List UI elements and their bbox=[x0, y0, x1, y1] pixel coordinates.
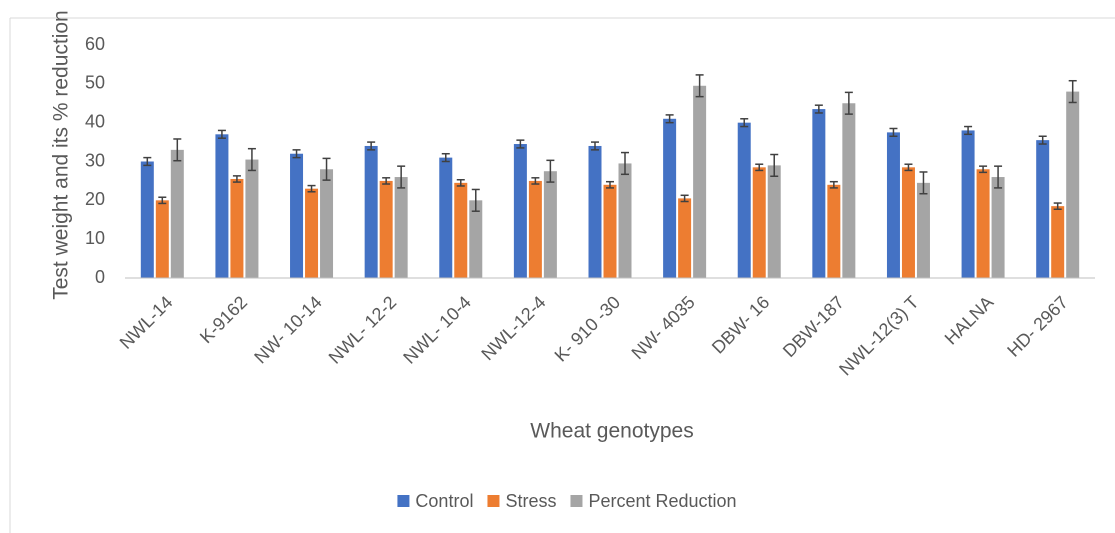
bar bbox=[528, 180, 542, 278]
error-bar bbox=[397, 165, 406, 189]
error-bar bbox=[367, 141, 376, 151]
legend-label: Percent Reduction bbox=[588, 491, 736, 511]
error-bar bbox=[994, 165, 1003, 189]
bar bbox=[439, 157, 453, 278]
error-bar bbox=[1038, 135, 1047, 145]
error-bar bbox=[889, 127, 898, 138]
legend-swatch bbox=[397, 495, 410, 507]
bar bbox=[588, 145, 602, 278]
bar bbox=[394, 177, 408, 278]
bar bbox=[1036, 140, 1050, 278]
y-tick-label: 60 bbox=[85, 34, 105, 54]
error-bar bbox=[217, 129, 226, 139]
bar bbox=[170, 149, 184, 278]
bar bbox=[245, 159, 259, 278]
error-bar bbox=[382, 177, 391, 185]
error-bar bbox=[755, 163, 764, 172]
bar bbox=[1066, 91, 1080, 278]
bar bbox=[991, 177, 1005, 278]
legend-swatch bbox=[487, 495, 500, 507]
error-bar bbox=[680, 194, 689, 203]
bar bbox=[1051, 206, 1065, 278]
bar bbox=[812, 109, 826, 278]
bar bbox=[842, 103, 856, 278]
error-bar bbox=[232, 175, 241, 183]
bar bbox=[618, 163, 632, 278]
error-bar bbox=[770, 153, 779, 178]
error-bar bbox=[307, 184, 316, 193]
legend-label: Stress bbox=[505, 491, 556, 511]
error-bar bbox=[740, 118, 749, 128]
bar bbox=[752, 167, 766, 278]
x-axis-title: Wheat genotypes bbox=[530, 420, 693, 443]
bar bbox=[767, 165, 781, 278]
error-bar bbox=[621, 151, 629, 176]
bar bbox=[678, 198, 692, 278]
bar bbox=[379, 180, 393, 278]
bar bbox=[155, 200, 169, 278]
bar bbox=[976, 169, 990, 278]
error-bar bbox=[292, 149, 301, 159]
error-bar bbox=[844, 91, 853, 115]
error-bar bbox=[919, 171, 928, 195]
error-bar bbox=[441, 152, 450, 163]
bar bbox=[663, 118, 677, 279]
y-axis-title: Test weight and its % reduction bbox=[50, 10, 73, 300]
bar bbox=[961, 130, 975, 278]
error-bar bbox=[143, 156, 152, 167]
error-bar bbox=[516, 139, 525, 149]
bar bbox=[916, 182, 930, 278]
y-tick-label: 20 bbox=[85, 189, 105, 209]
error-bar bbox=[1068, 79, 1077, 104]
bar bbox=[737, 122, 751, 279]
error-bar bbox=[829, 180, 838, 189]
error-bar bbox=[979, 165, 988, 174]
bar bbox=[603, 184, 617, 278]
error-bar bbox=[606, 180, 614, 189]
error-bar bbox=[322, 157, 331, 181]
error-bar bbox=[814, 104, 823, 114]
bar bbox=[364, 145, 378, 278]
y-tick-label: 50 bbox=[85, 73, 105, 93]
bar bbox=[320, 169, 334, 278]
y-tick-label: 10 bbox=[85, 228, 105, 248]
bar bbox=[827, 184, 841, 278]
bar bbox=[543, 171, 557, 278]
legend-swatch bbox=[570, 495, 583, 507]
error-bar bbox=[531, 177, 540, 185]
error-bar bbox=[1053, 202, 1062, 211]
error-bar bbox=[591, 141, 599, 151]
bar bbox=[305, 188, 319, 278]
error-bar bbox=[471, 188, 480, 212]
error-bar bbox=[695, 74, 704, 98]
bar bbox=[140, 161, 154, 278]
error-bar bbox=[247, 147, 256, 172]
bar bbox=[454, 182, 468, 278]
error-bar bbox=[964, 125, 973, 136]
error-bar bbox=[173, 138, 182, 162]
legend-label: Control bbox=[415, 491, 473, 511]
bar bbox=[886, 132, 900, 278]
error-bar bbox=[904, 163, 913, 172]
bar bbox=[513, 144, 527, 278]
error-bar bbox=[665, 114, 674, 124]
y-tick-label: 30 bbox=[85, 150, 105, 170]
bar bbox=[230, 178, 244, 278]
y-tick-label: 40 bbox=[85, 111, 105, 131]
bar bbox=[693, 85, 707, 279]
bar bbox=[215, 134, 229, 278]
bar bbox=[469, 200, 483, 278]
error-bar bbox=[546, 159, 555, 183]
bar bbox=[290, 153, 304, 278]
error-bar bbox=[158, 196, 167, 205]
bar bbox=[901, 167, 915, 278]
error-bar bbox=[456, 179, 465, 187]
y-tick-label: 0 bbox=[95, 267, 105, 287]
